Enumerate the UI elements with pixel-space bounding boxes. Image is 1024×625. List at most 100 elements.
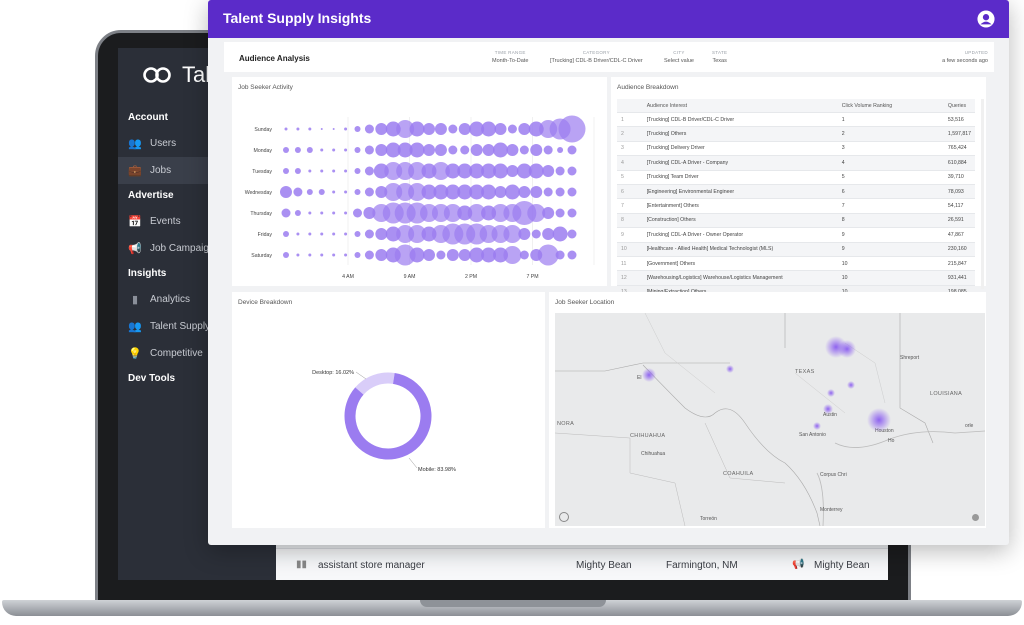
activity-bubble[interactable] [320,148,324,152]
activity-bubble[interactable] [283,168,289,174]
activity-bubble[interactable] [354,126,361,132]
job-row[interactable]: ▮▮ assistant store manager Mighty Bean F… [276,548,888,580]
table-row[interactable]: 1 [Trucking] CDL-B Driver/CDL-C Driver 1 53… [617,111,975,127]
activity-bubble[interactable] [308,169,312,173]
activity-bubble[interactable] [344,169,348,173]
activity-bubble[interactable] [481,163,497,179]
activity-bubble[interactable] [567,145,577,155]
donut-slice-desktop[interactable] [355,372,395,395]
activity-bubble[interactable] [375,186,388,198]
activity-bubble[interactable] [443,204,462,222]
activity-bubble[interactable] [308,211,312,215]
activity-bubble[interactable] [409,121,425,137]
activity-bubble[interactable] [296,253,300,257]
activity-bubble[interactable] [503,225,522,243]
activity-bubble[interactable] [296,127,300,131]
activity-bubble[interactable] [469,121,485,137]
activity-bubble[interactable] [320,211,324,215]
activity-bubble[interactable] [294,147,301,153]
activity-bubble[interactable] [354,168,361,174]
activity-bubble[interactable] [518,228,531,240]
job-title[interactable]: assistant store manager [318,560,425,571]
activity-bubble[interactable] [375,228,388,240]
activity-bubble[interactable] [543,187,553,197]
activity-bubble[interactable] [458,123,471,135]
sidebar-item-analytics[interactable]: ▮ Analytics [118,286,276,313]
audience-col-header[interactable] [617,99,643,113]
activity-bubble[interactable] [458,249,471,261]
activity-bubble[interactable] [344,253,348,257]
sidebar-item-events[interactable]: 📅 Events [118,208,276,235]
activity-bubble[interactable] [494,123,507,135]
activity-bubble[interactable] [408,183,427,201]
activity-bubble[interactable] [555,166,565,176]
account-icon[interactable] [977,10,995,28]
activity-bubble[interactable] [542,165,555,177]
activity-bubble[interactable] [516,163,532,179]
activity-bubble[interactable] [332,253,336,257]
activity-bubble[interactable] [396,120,415,138]
info-icon[interactable] [972,514,979,521]
activity-bubble[interactable] [281,208,291,218]
activity-bubble[interactable] [537,244,559,266]
table-row[interactable]: 11 [Government] Others 10 215,847 [617,255,975,271]
activity-bubble[interactable] [354,147,361,153]
activity-bubble[interactable] [332,190,336,194]
activity-bubble[interactable] [445,184,461,200]
activity-bubble[interactable] [364,187,374,197]
table-row[interactable]: 2 [Trucking] Others 2 1,597,817 [617,126,975,142]
activity-bubble[interactable] [506,144,519,156]
activity-bubble[interactable] [364,145,374,155]
activity-bubble[interactable] [408,225,427,243]
activity-bubble[interactable] [421,184,437,200]
activity-bubble[interactable] [543,145,553,155]
activity-bubble[interactable] [506,165,519,177]
activity-bubble[interactable] [567,187,577,197]
activity-bubble[interactable] [448,145,458,155]
sidebar-item-job-campaig[interactable]: 📢 Job Campaig [118,235,276,262]
activity-bubble[interactable] [481,184,497,200]
activity-bubble[interactable] [354,231,361,237]
activity-bubble[interactable] [446,249,459,261]
activity-bubble[interactable] [332,128,335,130]
activity-bubble[interactable] [558,115,586,143]
activity-bubble[interactable] [531,229,541,239]
activity-bubble[interactable] [469,184,485,200]
activity-bubble[interactable] [567,250,577,260]
activity-bubble[interactable] [494,186,507,198]
activity-bubble[interactable] [504,184,520,200]
activity-bubble[interactable] [375,249,388,261]
activity-bubble[interactable] [445,163,461,179]
activity-bubble[interactable] [320,253,324,257]
activity-bubble[interactable] [567,208,577,218]
activity-bubble[interactable] [332,232,336,236]
donut-slice-mobile[interactable] [344,373,432,460]
activity-bubble[interactable] [344,232,348,236]
activity-bubble[interactable] [308,253,312,257]
activity-bubble[interactable] [332,148,336,152]
activity-bubble[interactable] [469,247,485,263]
audience-col-header[interactable]: Audience Interest [642,99,838,113]
activity-bubble[interactable] [320,128,323,130]
activity-bubble[interactable] [353,208,362,218]
activity-bubble[interactable] [431,162,450,180]
activity-bubble[interactable] [481,247,497,263]
activity-bubble[interactable] [364,166,374,176]
activity-bubble[interactable] [306,147,313,153]
activity-bubble[interactable] [283,147,289,153]
sidebar-item-users[interactable]: 👥 Users [118,130,276,157]
activity-bubble[interactable] [364,124,374,134]
activity-bubble[interactable] [460,145,470,155]
activity-bubble[interactable] [385,142,401,158]
time-range-filter[interactable]: TIME RANGE Month-To-Date [492,50,528,64]
activity-bubble[interactable] [293,187,303,197]
table-scrollbar[interactable] [981,99,984,289]
table-row[interactable]: 12 [Warehousing/Logistics] Warehouse/Logi… [617,270,975,286]
activity-bubble[interactable] [375,123,388,135]
activity-bubble[interactable] [306,189,313,195]
activity-bubble[interactable] [354,252,361,258]
audience-col-header[interactable]: Queries [943,99,975,113]
activity-bubble[interactable] [308,232,312,236]
activity-bubble[interactable] [320,169,324,173]
activity-bubble[interactable] [320,232,324,236]
